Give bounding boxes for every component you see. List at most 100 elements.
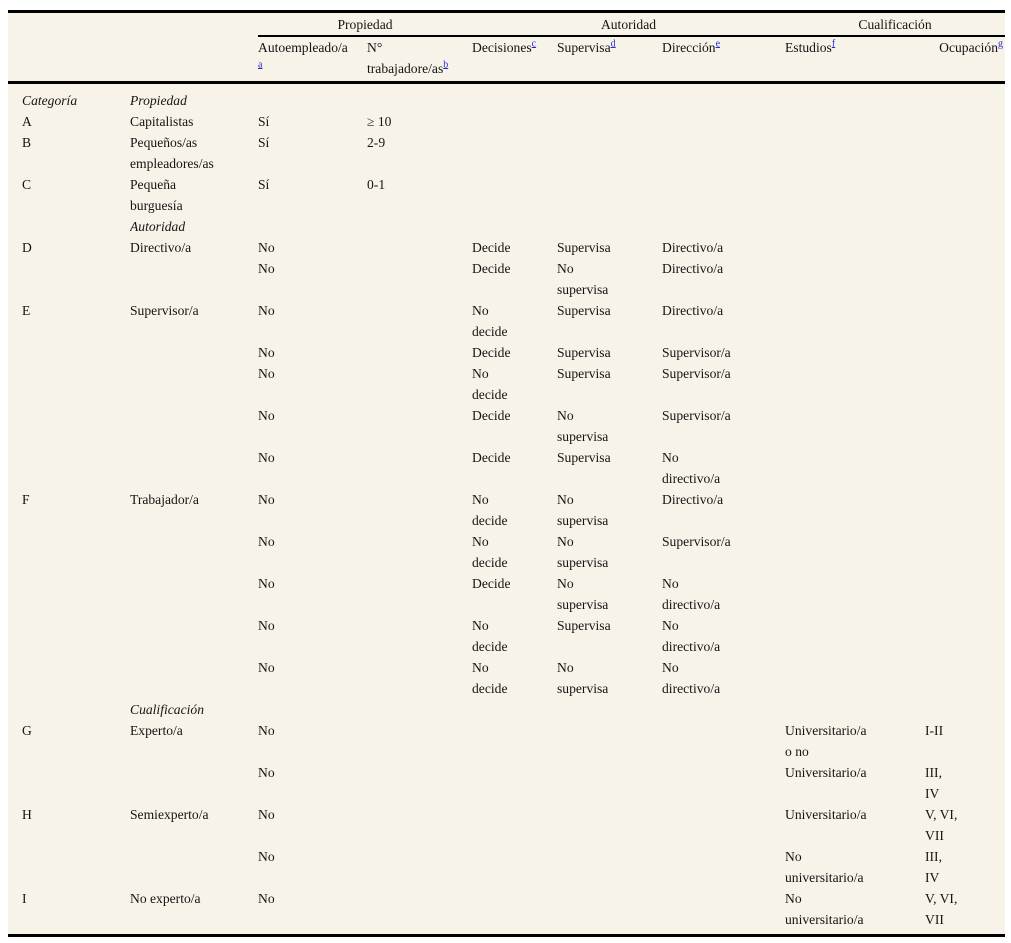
- table-cell: H: [22, 807, 32, 822]
- table-cell: [557, 132, 662, 174]
- table-cell: [925, 573, 1005, 615]
- table-cell: Directivo/a: [662, 303, 724, 318]
- table-cell: [925, 363, 1005, 405]
- table-cell: [130, 762, 258, 804]
- table-cell: [8, 447, 130, 489]
- table-cell: III, IV: [925, 765, 942, 801]
- table-cell: [925, 531, 1005, 573]
- table-row: A Capitalistas Sí ≥ 10: [8, 111, 1005, 132]
- table-cell: [258, 216, 367, 237]
- table-cell: No decide: [472, 618, 508, 654]
- table-cell: [785, 216, 925, 237]
- table-cell: No supervisa: [557, 492, 609, 528]
- table-cell: [925, 447, 1005, 489]
- column-header-estudios: Estudiosf: [785, 36, 925, 84]
- table-cell: No decide: [472, 492, 508, 528]
- table-cell: [925, 699, 1005, 720]
- table-row: E Supervisor/a No No decide Supervisa Directi…: [8, 300, 1005, 342]
- section-label-row: Cualificación: [8, 699, 1005, 720]
- table-cell: No supervisa: [557, 576, 609, 612]
- table-cell: [8, 762, 130, 804]
- table-cell: No: [258, 345, 275, 360]
- table-cell: [557, 804, 662, 846]
- table-cell: [8, 216, 130, 237]
- table-body: Categoría Propiedad A Capitalistas Sí ≥ 10 B Pe…: [8, 83, 1005, 935]
- table-row: H Semiexperto/a No Universitario/a V, VI, VI…: [8, 804, 1005, 846]
- footnote-link-d[interactable]: d: [610, 38, 616, 50]
- table-cell: No decide: [472, 660, 508, 696]
- table-cell: No: [258, 849, 275, 864]
- table-cell: [367, 237, 472, 258]
- table-cell: [130, 615, 258, 657]
- table-cell: [925, 83, 1005, 112]
- table-cell: [785, 489, 925, 531]
- footnote-link-a[interactable]: a: [258, 59, 263, 71]
- table-cell: [367, 657, 472, 699]
- table-cell: I: [22, 891, 27, 906]
- table-row: F Trabajador/a No No decide No supervisa Dire…: [8, 489, 1005, 531]
- table-cell: No: [258, 303, 275, 318]
- column-header-categoria: [8, 36, 130, 84]
- table-cell: Semiexperto/a: [130, 807, 209, 822]
- table-row: B Pequeños/as empleadores/as Sí 2-9: [8, 132, 1005, 174]
- footnote-link-b[interactable]: b: [443, 59, 449, 71]
- table-cell: No: [258, 660, 275, 675]
- table-cell: [662, 132, 785, 174]
- table-cell: [8, 846, 130, 888]
- table-cell: [472, 888, 557, 934]
- table-cell: Decide: [472, 450, 511, 465]
- table-cell: [367, 216, 472, 237]
- table-cell: B: [22, 135, 32, 150]
- table-cell: [785, 132, 925, 174]
- column-header-ocupacion: Ocupacióng: [925, 36, 1006, 84]
- column-header-label: N° trabajadore/as: [367, 40, 444, 76]
- table-cell: 0-1: [367, 177, 386, 192]
- table-cell: [8, 363, 130, 405]
- table-cell: [662, 699, 785, 720]
- column-header-label: Autoempleado/a: [258, 40, 348, 55]
- table-cell: [8, 615, 130, 657]
- table-cell: V, VI, VII: [925, 891, 958, 927]
- table-cell: [662, 216, 785, 237]
- class-schema-table: Propiedad Autoridad Cualificación Autoemple…: [8, 13, 1006, 935]
- table-cell: [785, 615, 925, 657]
- table-cell: Cualificación: [130, 702, 205, 717]
- footnote-link-c[interactable]: c: [531, 38, 537, 50]
- table-cell: 2-9: [367, 135, 386, 150]
- table-cell: [557, 174, 662, 216]
- table-cell: [925, 258, 1005, 300]
- table-cell: [785, 258, 925, 300]
- table-cell: Sí: [258, 135, 270, 150]
- table-cell: [8, 699, 130, 720]
- table-cell: [367, 363, 472, 405]
- table-cell: Capitalistas: [130, 114, 194, 129]
- table-cell: [367, 489, 472, 531]
- table-cell: [925, 489, 1005, 531]
- table-cell: [8, 657, 130, 699]
- table-cell: Universitario/a: [785, 807, 867, 822]
- footnote-link-f[interactable]: f: [831, 38, 836, 50]
- table-cell: [8, 405, 130, 447]
- table-cell: [472, 132, 557, 174]
- footnote-link-e[interactable]: e: [715, 38, 721, 50]
- section-label-row: Categoría Propiedad: [8, 83, 1005, 112]
- table-cell: Directivo/a: [130, 240, 192, 255]
- table-cell: [925, 657, 1005, 699]
- table-cell: [130, 573, 258, 615]
- table-cell: [785, 447, 925, 489]
- table-cell: [785, 300, 925, 342]
- column-header-row: Autoempleado/a a N° trabajadore/asb Decisio…: [8, 36, 1006, 84]
- table-cell: [472, 174, 557, 216]
- group-header-cualificacion: Cualificación: [785, 13, 1006, 37]
- table-cell: No decide: [472, 534, 508, 570]
- footnote-link-g[interactable]: g: [998, 38, 1004, 50]
- table-cell: Supervisor/a: [662, 408, 731, 423]
- table-cell: [557, 720, 662, 762]
- table-cell: [367, 846, 472, 888]
- table-cell: Supervisor/a: [662, 345, 731, 360]
- column-header-label: Ocupación: [939, 40, 999, 55]
- table-cell: No decide: [472, 366, 508, 402]
- table-cell: Supervisa: [557, 450, 611, 465]
- section-label-row: Autoridad: [8, 216, 1005, 237]
